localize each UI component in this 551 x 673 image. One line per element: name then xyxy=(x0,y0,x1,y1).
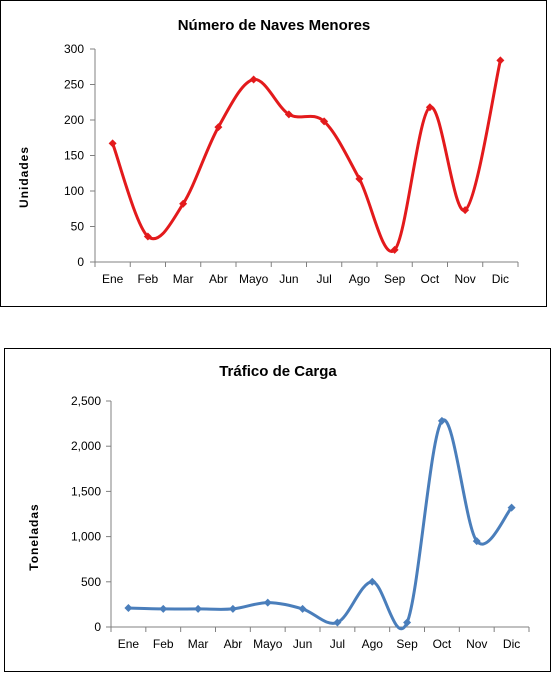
data-point-marker xyxy=(214,123,223,132)
data-point-marker xyxy=(496,56,505,65)
series-line xyxy=(111,58,502,253)
x-tick-label: Sep xyxy=(396,637,418,651)
chart-svg-naves-menores: Número de Naves Menores Unidades 0 50 100 1… xyxy=(17,17,519,286)
data-point-marker xyxy=(368,577,377,586)
chart-title: Número de Naves Menores xyxy=(178,17,371,34)
y-tick-label: 0 xyxy=(94,620,101,634)
x-tick-label: Abr xyxy=(209,272,228,286)
x-tick-label: Ago xyxy=(362,637,384,651)
series-line xyxy=(126,418,514,631)
x-tick-label: Mayo xyxy=(239,272,269,286)
chart-svg-trafico-carga: Tráfico de Carga Toneladas 0 500 1,000 1,50… xyxy=(27,363,530,651)
data-point-marker xyxy=(143,232,152,241)
data-point-marker xyxy=(228,604,237,613)
x-tick-label: Ene xyxy=(118,637,140,651)
x-tick-label: Mayo xyxy=(253,637,283,651)
data-point-marker xyxy=(284,110,293,119)
x-tick-label: Dic xyxy=(492,272,509,286)
x-tick-label: Sep xyxy=(384,272,406,286)
x-tick-label: Nov xyxy=(466,637,487,651)
data-point-marker xyxy=(179,199,188,208)
data-point-marker xyxy=(461,206,470,215)
data-point-marker xyxy=(249,75,258,84)
y-tick-label: 50 xyxy=(71,220,85,234)
data-point-marker xyxy=(320,117,329,126)
y-tick-label: 300 xyxy=(64,42,84,56)
data-point-marker xyxy=(472,537,481,546)
x-tick-label: Jul xyxy=(316,272,331,286)
x-tick-label: Oct xyxy=(421,272,440,286)
y-tick-label: 100 xyxy=(64,184,84,198)
y-tick-label: 2,000 xyxy=(71,439,101,453)
x-tick-label: Abr xyxy=(224,637,243,651)
y-tick-label: 200 xyxy=(64,113,84,127)
y-tick-label: 1,500 xyxy=(71,484,101,498)
data-point-marker xyxy=(298,604,307,613)
data-point-marker xyxy=(507,503,516,512)
data-point-marker xyxy=(355,174,364,183)
y-tick-label: 150 xyxy=(64,149,84,163)
y-tick-label: 1,000 xyxy=(71,530,101,544)
data-point-marker xyxy=(108,139,117,148)
y-tick-label: 2,500 xyxy=(71,394,101,408)
x-tick-label: Dic xyxy=(503,637,520,651)
x-tick-label: Ago xyxy=(349,272,371,286)
x-tick-label: Jul xyxy=(330,637,345,651)
chart-naves-menores: Número de Naves Menores Unidades 0 50 100 1… xyxy=(0,0,547,307)
x-tick-label: Feb xyxy=(138,272,159,286)
x-tick-label: Nov xyxy=(454,272,475,286)
x-tick-label: Feb xyxy=(153,637,174,651)
data-point-marker xyxy=(333,618,342,627)
data-point-marker xyxy=(437,416,446,425)
y-axis-label: Toneladas xyxy=(27,503,41,570)
x-tick-label: Oct xyxy=(433,637,452,651)
data-point-marker xyxy=(263,598,272,607)
data-point-marker xyxy=(390,245,399,254)
data-point-marker xyxy=(403,618,412,627)
data-point-marker xyxy=(425,103,434,112)
x-tick-label: Jun xyxy=(279,272,298,286)
x-tick-label: Jun xyxy=(293,637,312,651)
x-tick-label: Ene xyxy=(102,272,124,286)
x-tick-label: Mar xyxy=(173,272,194,286)
y-tick-label: 250 xyxy=(64,78,84,92)
x-tick-label: Mar xyxy=(188,637,209,651)
y-tick-label: 500 xyxy=(81,575,101,589)
chart-trafico-carga: Tráfico de Carga Toneladas 0 500 1,000 1,50… xyxy=(4,348,551,672)
y-tick-label: 0 xyxy=(77,255,84,269)
data-point-marker xyxy=(159,604,168,613)
y-axis-label: Unidades xyxy=(17,146,31,208)
data-point-marker xyxy=(194,604,203,613)
chart-title: Tráfico de Carga xyxy=(219,363,337,380)
data-point-marker xyxy=(124,604,133,613)
